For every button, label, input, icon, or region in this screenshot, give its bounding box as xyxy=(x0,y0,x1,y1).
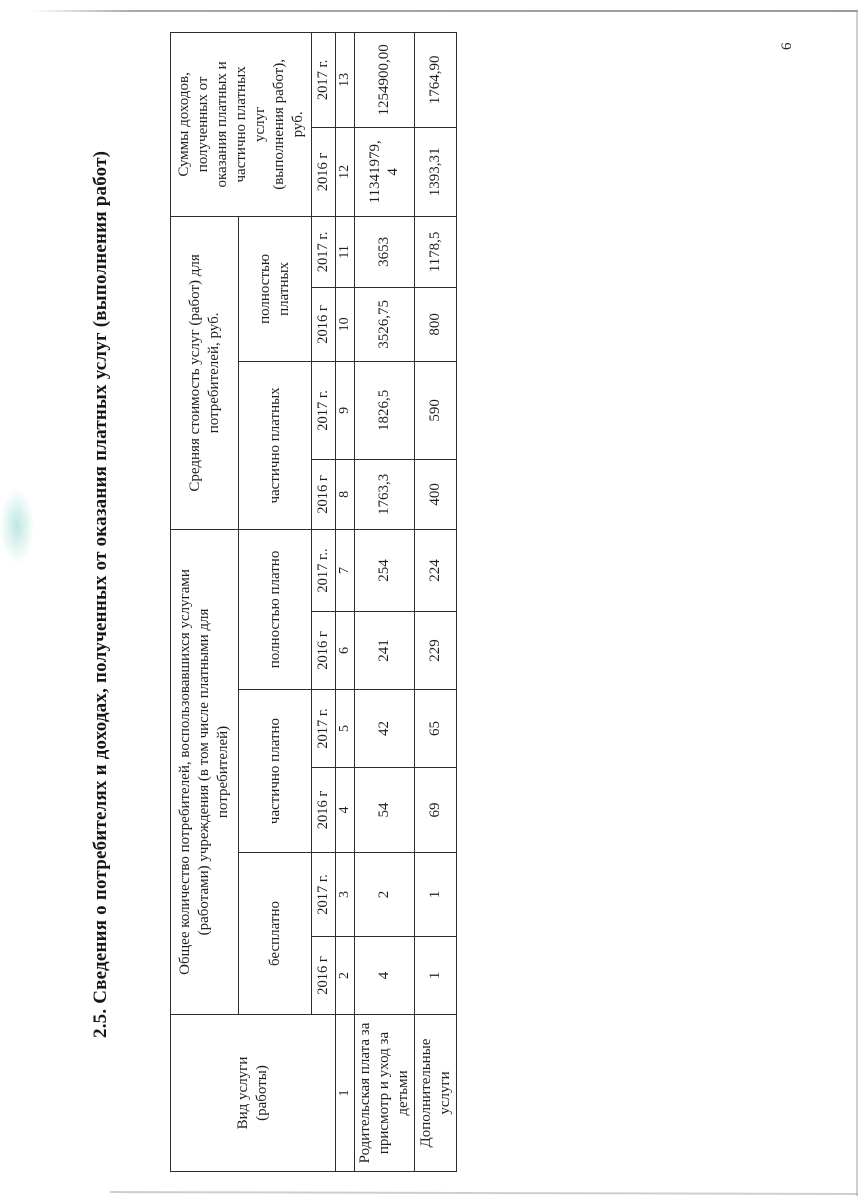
data-cell: 400 xyxy=(414,459,457,530)
col-number-cell: 9 xyxy=(335,361,355,460)
col-number-cell: 2 xyxy=(335,936,355,1015)
year-cell: 2016 г xyxy=(311,767,336,853)
scan-cyan-smudge xyxy=(0,488,34,564)
section-title: 2.5. Сведения о потребителях и доходах, … xyxy=(90,150,111,1038)
data-cell: 42 xyxy=(354,689,415,768)
scan-edge-top-line xyxy=(32,10,858,12)
year-cell: 2016 г xyxy=(311,127,336,217)
year-cell: 2016 г xyxy=(311,611,336,690)
row-label: Родительская плата за присмотр и уход за… xyxy=(354,1014,415,1172)
data-cell: 1 xyxy=(414,852,457,937)
table-row-additional-services: Дополнительные услуги 1 1 69 65 229 224 … xyxy=(414,32,457,1172)
col-number-cell: 10 xyxy=(335,287,355,362)
table-row-parent-fee: Родительская плата за присмотр и уход за… xyxy=(354,32,415,1172)
year-cell: 2016 г xyxy=(311,287,336,362)
col-number-cell: 6 xyxy=(335,611,355,690)
subheader-cost-full: полностью платных xyxy=(238,216,312,362)
year-cell: 2017 г.. xyxy=(311,529,336,612)
year-cell: 2017 г. xyxy=(311,32,336,128)
year-cell: 2016 г xyxy=(311,936,336,1015)
year-cell: 2017 г. xyxy=(311,216,336,288)
col-number-cell: 5 xyxy=(335,689,355,768)
data-cell: 1254900,00 xyxy=(354,32,415,128)
data-cell: 11341979,4 xyxy=(354,127,415,217)
data-cell: 54 xyxy=(354,767,415,853)
data-cell: 1826,5 xyxy=(354,361,415,460)
data-cell: 2 xyxy=(354,852,415,937)
data-cell: 1393,31 xyxy=(414,127,457,217)
col-number-cell: 3 xyxy=(335,852,355,937)
col-number-cell: 13 xyxy=(335,32,355,128)
col-number-cell: 7 xyxy=(335,529,355,612)
header-income-sums: Суммы доходов, полученных от оказания пл… xyxy=(170,32,312,217)
data-cell: 3653 xyxy=(354,216,415,288)
subheader-cost-partial: частично платных xyxy=(238,361,312,530)
subheader-partially-paid: частично платно xyxy=(238,689,312,853)
year-cell: 2017 г. xyxy=(311,852,336,937)
data-cell: 1763,3 xyxy=(354,459,415,530)
data-cell: 1764,90 xyxy=(414,32,457,128)
consumers-income-table: Вид услуги (работы) Общее количество пот… xyxy=(170,32,457,1172)
data-cell: 224 xyxy=(414,529,457,612)
subheader-fully-paid: полностью платно xyxy=(238,529,312,690)
year-cell: 2017 г. xyxy=(311,689,336,768)
year-cell: 2016 г xyxy=(311,459,336,530)
data-cell: 229 xyxy=(414,611,457,690)
data-cell: 65 xyxy=(414,689,457,768)
data-cell: 254 xyxy=(354,529,415,612)
scan-edge-right-line xyxy=(856,10,858,1196)
col-number-cell: 8 xyxy=(335,459,355,530)
header-average-cost: Средняя стоимость услуг (работ) для потр… xyxy=(170,216,239,530)
data-cell: 4 xyxy=(354,936,415,1015)
col-number-cell: 12 xyxy=(335,127,355,217)
col-number-cell: 11 xyxy=(335,216,355,288)
subheader-free: бесплатно xyxy=(238,852,312,1015)
data-cell: 241 xyxy=(354,611,415,690)
row-label: Дополнительные услуги xyxy=(414,1014,457,1172)
data-cell: 3526,75 xyxy=(354,287,415,362)
data-cell: 1 xyxy=(414,936,457,1015)
year-cell: 2017 г. xyxy=(311,361,336,460)
header-service-type: Вид услуги (работы) xyxy=(170,1014,336,1172)
data-cell: 800 xyxy=(414,287,457,362)
data-cell: 69 xyxy=(414,767,457,853)
header-total-consumers: Общее количество потребителей, воспользо… xyxy=(170,529,239,1015)
data-cell: 590 xyxy=(414,361,457,460)
data-cell: 1178,5 xyxy=(414,216,457,288)
page-number: 6 xyxy=(779,42,795,51)
col-number-cell: 1 xyxy=(335,1014,355,1172)
col-number-cell: 4 xyxy=(335,767,355,853)
